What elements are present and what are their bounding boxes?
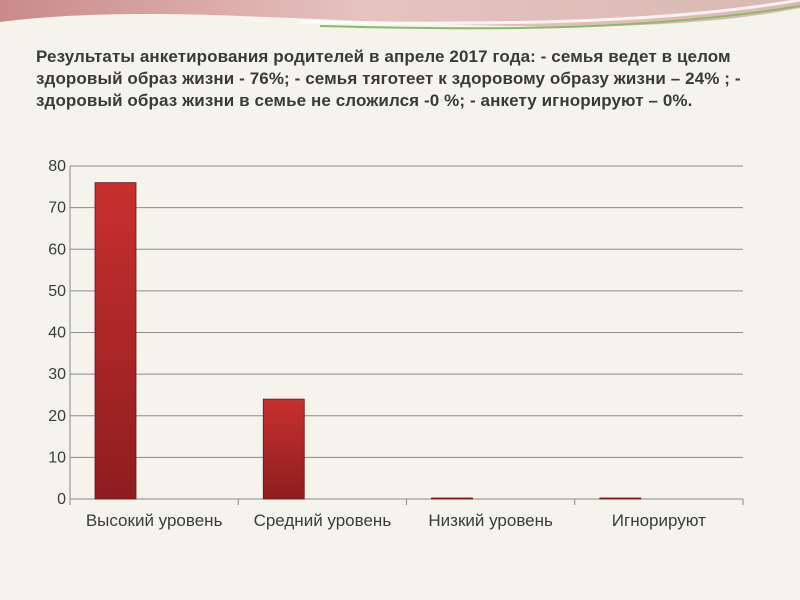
y-tick-label: 80 [48, 158, 66, 175]
bar [94, 182, 137, 500]
y-tick-label: 20 [48, 408, 66, 425]
gridlines [70, 165, 743, 458]
chart-title: Результаты анкетирования родителей в апр… [36, 47, 741, 110]
bar [262, 398, 305, 500]
x-category-label: Игнорируют [612, 511, 706, 530]
y-tick-label: 70 [48, 200, 66, 217]
y-tick-label: 30 [48, 366, 66, 383]
y-tick-label: 0 [57, 491, 66, 508]
bars [94, 182, 642, 500]
tick-labels: 0 10 20 30 40 50 60 70 80 Высокий уровень Средний … [48, 158, 706, 530]
bar [431, 497, 473, 500]
y-tick-label: 60 [48, 241, 66, 258]
y-tick-label: 50 [48, 283, 66, 300]
y-tick-label: 40 [48, 325, 66, 342]
y-tick-label: 10 [48, 449, 66, 466]
x-category-label: Высокий уровень [86, 511, 223, 530]
bar [599, 497, 642, 500]
x-category-label: Средний уровень [254, 511, 392, 530]
x-category-label: Низкий уровень [428, 511, 553, 530]
axes [69, 166, 744, 505]
slide-decoration [0, 0, 800, 30]
